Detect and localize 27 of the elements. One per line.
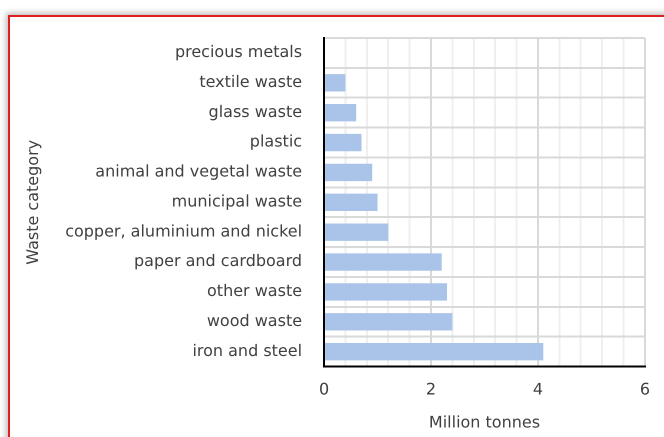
y-tick-label: glass waste bbox=[208, 102, 302, 121]
bar bbox=[325, 253, 442, 271]
bar bbox=[325, 164, 372, 182]
y-tick-label: plastic bbox=[250, 132, 302, 151]
y-tick-label: precious metals bbox=[174, 42, 302, 62]
x-tick-label: 0 bbox=[318, 379, 330, 398]
x-tick-label: 4 bbox=[532, 379, 544, 398]
bar bbox=[325, 74, 346, 92]
y-tick-label: textile waste bbox=[199, 72, 302, 91]
y-tick-label: paper and cardboard bbox=[134, 251, 302, 270]
bar bbox=[325, 194, 378, 211]
x-axis-title: Million tonnes bbox=[428, 412, 540, 432]
y-tick-label: iron and steel bbox=[192, 340, 302, 360]
bar bbox=[325, 104, 356, 122]
y-tick-label: municipal waste bbox=[172, 191, 302, 210]
y-tick-label: copper, aluminium and nickel bbox=[65, 221, 302, 240]
bar bbox=[325, 313, 452, 330]
y-tick-label: other waste bbox=[207, 281, 302, 300]
x-tick-label: 6 bbox=[640, 379, 650, 398]
x-tick-label: 2 bbox=[426, 379, 436, 398]
y-tick-label: wood waste bbox=[206, 310, 302, 330]
bar bbox=[325, 283, 448, 301]
y-axis-title: Waste category bbox=[22, 140, 42, 265]
bar bbox=[325, 134, 362, 152]
y-tick-label: animal and vegetal waste bbox=[95, 162, 302, 181]
bar bbox=[325, 224, 388, 241]
bar bbox=[325, 343, 544, 360]
